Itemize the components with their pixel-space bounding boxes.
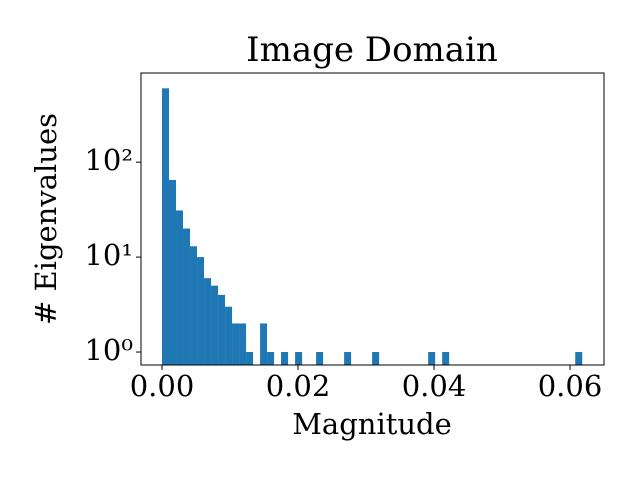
x-tick-label: 0.04	[402, 369, 467, 403]
bar	[442, 352, 450, 365]
bar	[162, 88, 170, 365]
bar	[176, 210, 184, 365]
bar	[225, 306, 233, 365]
x-tick-label: 0.06	[538, 369, 603, 403]
bar	[204, 278, 212, 365]
bar	[197, 257, 205, 365]
y-tick-label: 10²	[84, 143, 133, 177]
bar	[218, 294, 226, 365]
bar	[295, 352, 303, 365]
bar	[428, 352, 436, 365]
y-tick-label: 10¹	[84, 238, 133, 272]
bar	[260, 323, 268, 365]
x-tick-label: 0.02	[266, 369, 331, 403]
bar	[575, 352, 583, 365]
bar	[232, 323, 240, 365]
x-tick-label: 0.00	[130, 369, 195, 403]
bar	[246, 352, 254, 365]
bar	[169, 179, 177, 365]
bar	[372, 352, 380, 365]
bar	[267, 352, 275, 365]
bar	[316, 352, 324, 365]
x-axis-label: Magnitude	[292, 407, 452, 441]
bar	[239, 323, 247, 365]
y-tick-label: 10⁰	[84, 333, 133, 367]
bar	[190, 246, 198, 365]
bar	[211, 285, 219, 365]
y-axis-label: # Eigenvalues	[29, 113, 63, 325]
chart-title: Image Domain	[246, 30, 498, 70]
bar	[281, 352, 289, 365]
bar	[344, 352, 352, 365]
bar	[183, 228, 191, 365]
plot-frame	[140, 72, 605, 366]
